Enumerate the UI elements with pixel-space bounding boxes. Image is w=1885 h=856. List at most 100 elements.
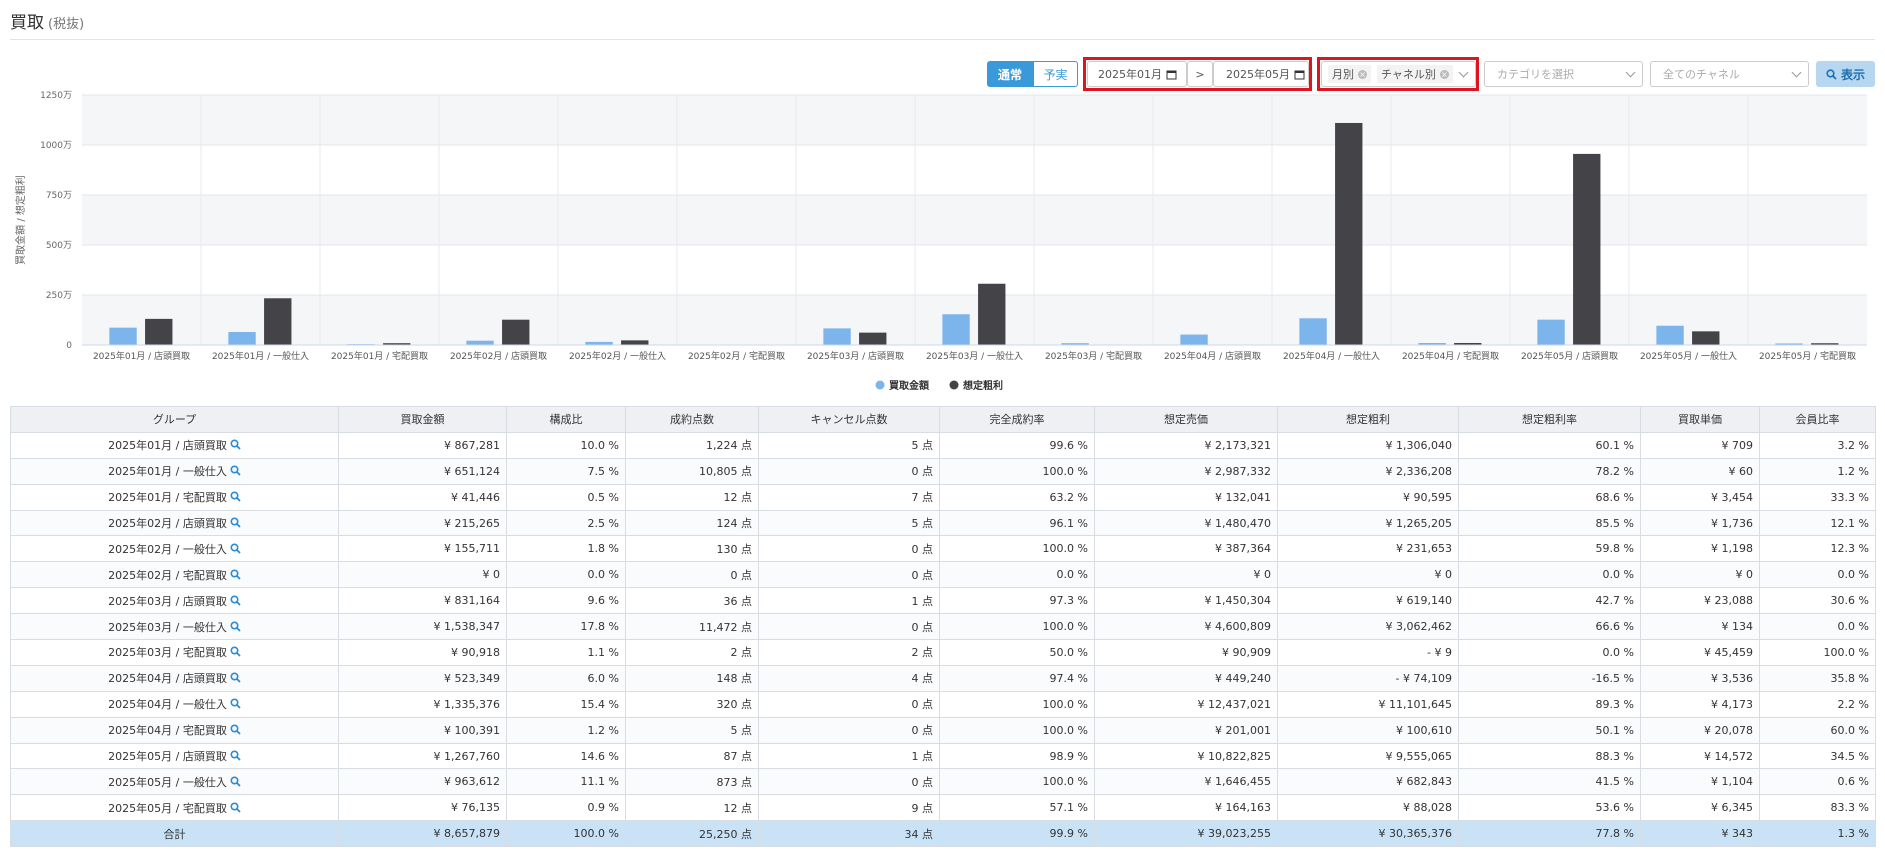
cell-value: 34.5 %	[1830, 749, 1869, 763]
table-cell: ¥ 4,600,809	[1094, 613, 1278, 641]
group-label: 2025年03月 / 宅配買取	[108, 646, 227, 660]
bar	[1775, 343, 1803, 345]
table-cell: ¥ 11,101,645	[1277, 690, 1459, 718]
tag-remove[interactable]: ×	[1439, 69, 1449, 79]
zoom-icon[interactable]	[230, 517, 241, 528]
zoom-icon[interactable]	[230, 724, 241, 735]
table-row: 2025年02月 / 宅配買取 ¥ 0 0.0 % 0 点 0 点 0.0 % ¥ 0 ¥ 0…	[10, 561, 1876, 589]
cell-value: ¥ 1,646,455	[1204, 775, 1271, 789]
zoom-icon[interactable]	[230, 543, 241, 554]
group-select[interactable]: 月別 × チャネル別 ×	[1321, 61, 1476, 87]
table-cell: 83.3 %	[1759, 794, 1876, 822]
table-cell: 0 点	[758, 535, 940, 563]
table-body: 2025年01月 / 店頭買取 ¥ 867,281 10.0 % 1,224 点 5 点…	[10, 431, 1876, 822]
table-cell: 96.1 %	[939, 509, 1095, 537]
cell-value: 0 点	[911, 620, 934, 634]
zoom-icon[interactable]	[230, 569, 241, 580]
table-cell: 50.1 %	[1458, 716, 1641, 744]
cell-value: 53.6 %	[1595, 801, 1634, 815]
cell-value: 148 点	[716, 672, 753, 686]
table-row: 2025年03月 / 店頭買取 ¥ 831,164 9.6 % 36 点 1 点 97.3…	[10, 587, 1876, 615]
header-row: グループ 買取金額 構成比 成約点数 キャンセル点数 完全成約率 想定売価 想定粗利 想定粗利率…	[10, 406, 1876, 433]
date-input[interactable]: 2025年01月	[1087, 61, 1187, 87]
cell-value: 50.1 %	[1595, 723, 1634, 737]
table-cell: 97.4 %	[939, 664, 1095, 692]
table-cell: 0 点	[758, 613, 940, 641]
zoom-icon[interactable]	[230, 776, 241, 787]
zoom-icon[interactable]	[230, 491, 241, 502]
cell-value: ¥ 201,001	[1215, 723, 1271, 737]
table-cell: ¥ 1,450,304	[1094, 587, 1278, 615]
cell-value: ¥ 449,240	[1215, 671, 1271, 685]
table-cell: 2.5 %	[506, 509, 626, 537]
cell-value: 3.2 %	[1837, 438, 1869, 452]
cell-value: 4 点	[911, 672, 934, 686]
table-cell: 0.0 %	[1458, 639, 1641, 666]
table-cell: ¥ 201,001	[1094, 716, 1278, 744]
cell-value: ¥ 619,140	[1396, 594, 1452, 608]
channel-select[interactable]: 全てのチャネル	[1650, 61, 1809, 87]
cell-value: 63.2 %	[1049, 490, 1088, 504]
zoom-icon[interactable]	[230, 621, 241, 632]
bar	[621, 340, 649, 345]
table-cell: ¥ 1,265,205	[1277, 509, 1459, 537]
table-cell: 68.6 %	[1458, 483, 1641, 511]
bar	[1180, 334, 1208, 345]
mode-button[interactable]: 通常	[987, 61, 1033, 87]
x-tick-label: 2025年03月 / 宅配買取	[1045, 350, 1142, 362]
table-cell: 12 点	[625, 483, 759, 511]
cell-value: ¥ 3,536	[1711, 671, 1753, 685]
cell-value: 34 点	[904, 827, 934, 841]
x-tick-label: 2025年05月 / 店頭買取	[1521, 350, 1618, 362]
zoom-icon[interactable]	[230, 672, 241, 683]
tag: チャネル別 ×	[1377, 65, 1453, 83]
table-cell: 36 点	[625, 587, 759, 615]
tag: 月別 ×	[1328, 65, 1371, 83]
zoom-icon[interactable]	[230, 595, 241, 606]
date-input[interactable]: 2025年05月	[1213, 61, 1309, 87]
zoom-icon[interactable]	[230, 465, 241, 476]
zoom-icon[interactable]	[230, 802, 241, 813]
table-cell: 100.0 %	[939, 716, 1095, 744]
column-header: 会員比率	[1759, 406, 1876, 433]
cell-value: 0.0 %	[1837, 620, 1869, 634]
page-title: 買取 (税抜)	[10, 8, 84, 33]
calendar-icon	[1294, 70, 1305, 79]
column-header: 成約点数	[625, 406, 759, 433]
cell-value: 97.4 %	[1049, 671, 1088, 685]
submit-button[interactable]: 表示	[1816, 61, 1875, 87]
table-cell: ¥ 449,240	[1094, 664, 1278, 692]
table-cell: 33.3 %	[1759, 483, 1876, 511]
tag-remove[interactable]: ×	[1358, 69, 1367, 79]
cell-value: ¥ 41,446	[451, 490, 500, 504]
zoom-icon[interactable]	[230, 439, 241, 450]
x-tick-label: 2025年05月 / 宅配買取	[1759, 350, 1856, 362]
table-cell: 2025年03月 / 店頭買取	[10, 587, 339, 615]
total-cell: ¥ 343	[1640, 820, 1760, 848]
table-cell: 2025年05月 / 一般仕入	[10, 768, 339, 796]
table-cell: 2025年01月 / 一般仕入	[10, 457, 339, 485]
group-label: 2025年04月 / 一般仕入	[108, 698, 227, 712]
plot-band	[82, 295, 1867, 345]
cell-value: 50.0 %	[1049, 645, 1088, 659]
bar	[145, 318, 173, 345]
zoom-icon[interactable]	[230, 750, 241, 761]
mode-button[interactable]: 予実	[1033, 61, 1078, 87]
cell-value: ¥ 4,600,809	[1204, 620, 1271, 634]
bar	[109, 327, 137, 345]
table-cell: ¥ 523,349	[338, 664, 507, 692]
search-icon	[1826, 68, 1837, 80]
legend-item[interactable]: 想定粗利	[949, 379, 1004, 392]
table-row: 2025年01月 / 宅配買取 ¥ 41,446 0.5 % 12 点 7 点 63.2 …	[10, 483, 1876, 511]
data-table: グループ 買取金額 構成比 成約点数 キャンセル点数 完全成約率 想定売価 想定粗利 想定粗利率…	[10, 406, 1876, 848]
table-cell: 0 点	[625, 561, 759, 589]
cell-value: ¥ 0	[1434, 568, 1453, 582]
total-cell: ¥ 30,365,376	[1277, 820, 1459, 848]
category-select[interactable]: カテゴリを選択	[1484, 61, 1643, 87]
legend-item[interactable]: 買取金額	[875, 379, 930, 392]
cell-value: 17.8 %	[580, 620, 619, 634]
cell-value: 5 点	[730, 724, 753, 738]
zoom-icon[interactable]	[230, 646, 241, 658]
zoom-icon[interactable]	[230, 698, 241, 709]
cell-value: ¥ 132,041	[1215, 490, 1271, 504]
